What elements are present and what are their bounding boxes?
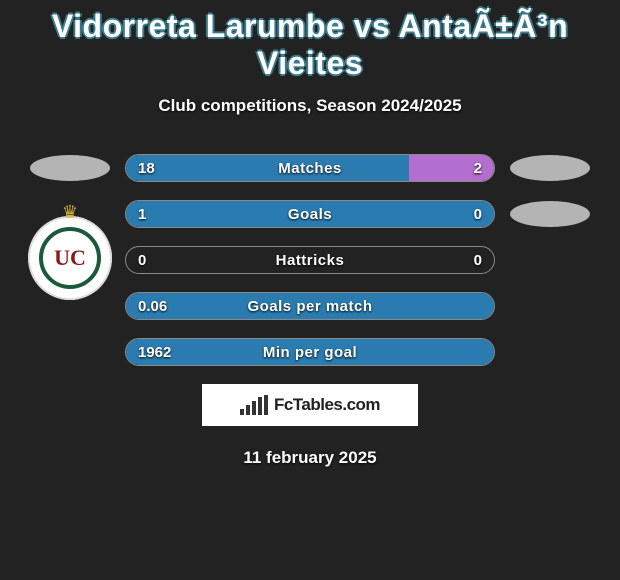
stat-bar: Hattricks0 0 <box>125 246 495 274</box>
stat-value-right: 0 <box>462 247 494 273</box>
crown-icon: ♛ <box>62 202 78 223</box>
crest-monogram: UC <box>54 245 86 271</box>
page-subtitle: Club competitions, Season 2024/2025 <box>0 96 620 116</box>
stat-value-right <box>470 293 494 319</box>
stat-label: Goals per match <box>126 293 494 319</box>
stat-row: Matches18 2 <box>0 154 620 182</box>
chart-icon-bar <box>264 395 268 415</box>
stat-value-left: 1962 <box>126 339 183 365</box>
stat-label: Matches <box>126 155 494 181</box>
stat-label: Goals <box>126 201 494 227</box>
chart-icon-bar <box>252 401 256 415</box>
right-side-slot <box>495 201 605 227</box>
stat-value-left: 18 <box>126 155 167 181</box>
stat-row: Min per goal1962 <box>0 338 620 366</box>
stats-rows: Matches182♛UCGoals10Hattricks00Goals per… <box>0 154 620 366</box>
left-side-slot <box>15 155 125 181</box>
stat-value-left: 1 <box>126 201 158 227</box>
stat-value-right <box>470 339 494 365</box>
comparison-card: Vidorreta Larumbe vs AntaÃ±Ã³n Vieites C… <box>0 0 620 580</box>
stat-bar: Matches18 2 <box>125 154 495 182</box>
team-crest: ♛UC <box>28 216 112 300</box>
source-logo: FcTables.com <box>202 384 418 426</box>
crest-ring: UC <box>39 227 101 289</box>
stat-row: Goals per match0.06 <box>0 292 620 320</box>
stat-bar: Goals per match0.06 <box>125 292 495 320</box>
stat-label: Hattricks <box>126 247 494 273</box>
stat-value-right: 2 <box>462 155 494 181</box>
source-logo-text: FcTables.com <box>274 395 380 415</box>
team-placeholder-oval <box>510 201 590 227</box>
page-title: Vidorreta Larumbe vs AntaÃ±Ã³n Vieites <box>0 8 620 82</box>
chart-icon-bar <box>258 397 262 415</box>
stat-bar: Goals1 0 <box>125 200 495 228</box>
team-placeholder-oval <box>510 155 590 181</box>
right-side-slot <box>495 155 605 181</box>
stat-value-left: 0.06 <box>126 293 179 319</box>
snapshot-date: 11 february 2025 <box>0 448 620 468</box>
chart-icon-bar <box>246 405 250 415</box>
stat-value-right: 0 <box>462 201 494 227</box>
team-placeholder-oval <box>30 155 110 181</box>
chart-icon <box>240 395 268 415</box>
stat-bar: Min per goal1962 <box>125 338 495 366</box>
stat-value-left: 0 <box>126 247 158 273</box>
chart-icon-bar <box>240 409 244 415</box>
